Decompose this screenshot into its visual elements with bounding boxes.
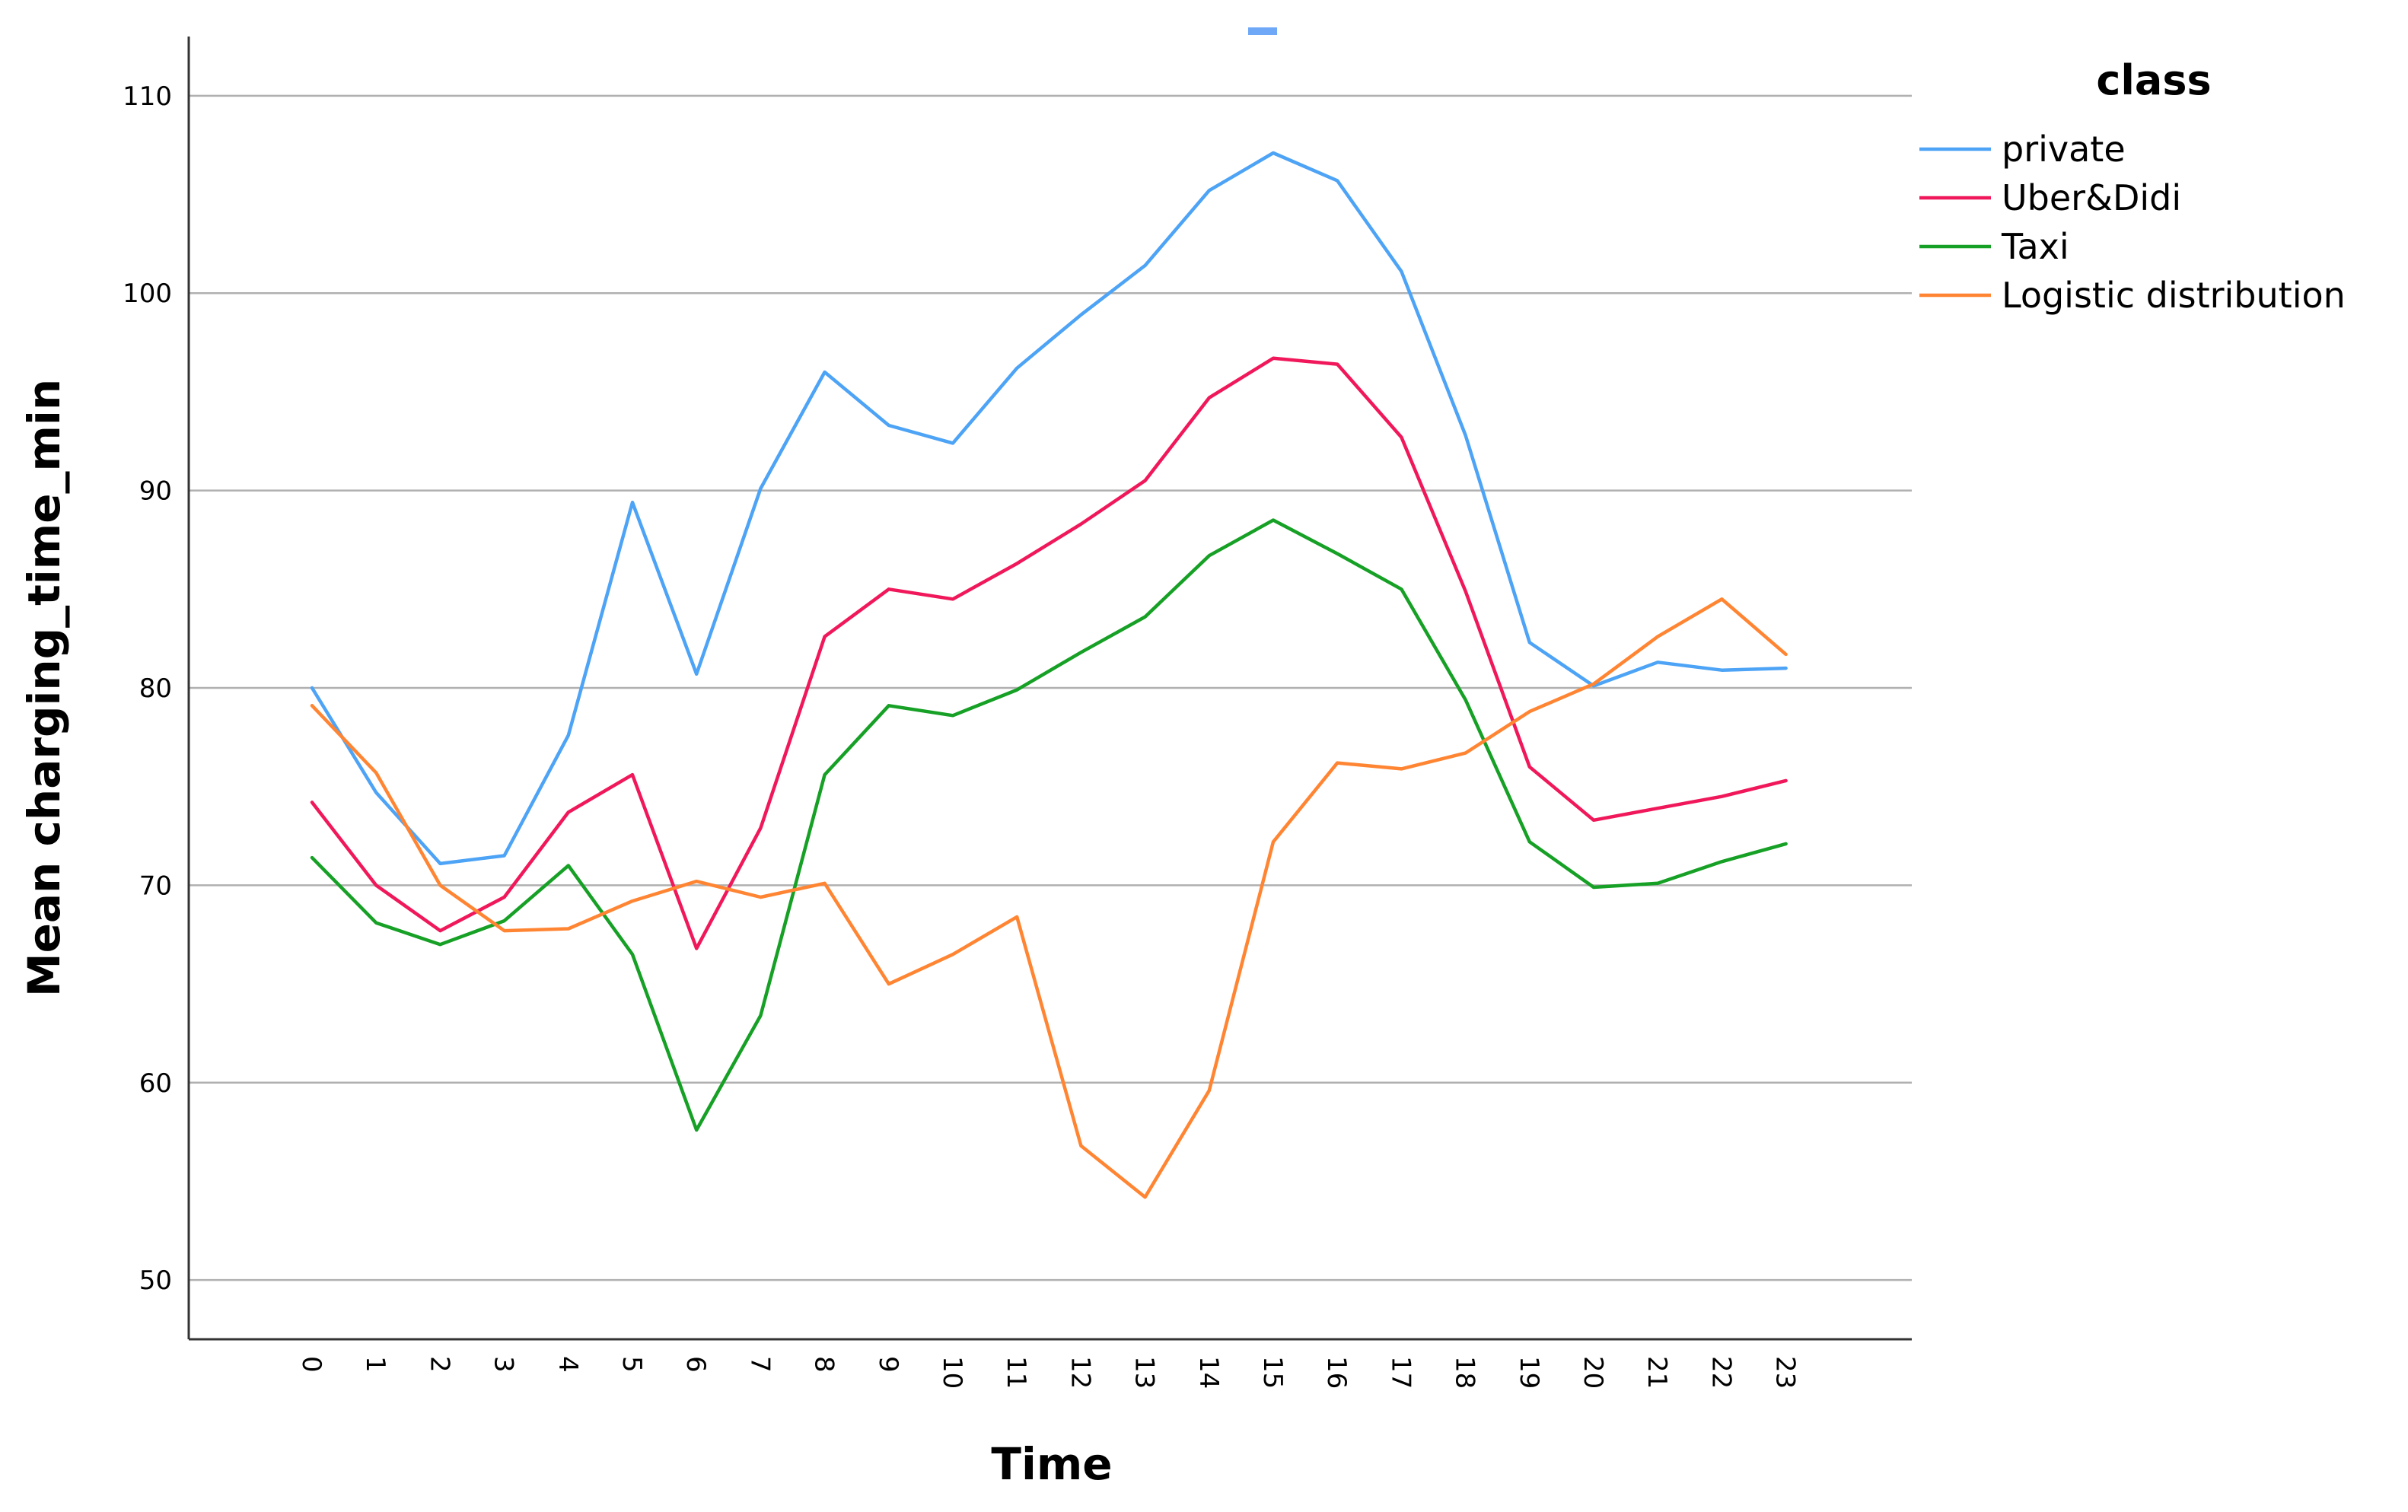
series-line-private [310,151,1788,866]
legend-label-taxi: Taxi [2001,226,2069,267]
x-tick-label-13: 13 [1129,1356,1160,1389]
x-tick-label-1: 1 [360,1356,390,1373]
x-tick-label-5: 5 [616,1356,647,1373]
x-tick-label-2: 2 [424,1356,454,1373]
legend: class private Uber&Didi Taxi Logistic distr… [1919,56,2346,316]
series-line-logistic-distribution [310,597,1788,1199]
y-tick-labels: 50 60 70 80 90 100 110 [123,81,172,1296]
x-tick-labels: 0 1 2 3 4 5 6 7 8 9 10 11 12 13 14 15 16 17 18 19 20 21 22 23 [296,1356,1801,1389]
x-tick-label-21: 21 [1642,1356,1672,1389]
x-tick-label-16: 16 [1321,1356,1352,1389]
x-tick-label-6: 6 [680,1356,711,1373]
x-tick-label-18: 18 [1450,1356,1480,1389]
y-axis-title: Mean charging_time_min [18,379,70,997]
x-tick-label-15: 15 [1257,1356,1288,1389]
x-tick-label-12: 12 [1065,1356,1095,1389]
y-tick-label-70: 70 [139,871,172,901]
y-tick-label-90: 90 [139,476,172,507]
x-tick-label-19: 19 [1514,1356,1544,1389]
x-tick-label-8: 8 [809,1356,839,1373]
x-tick-label-11: 11 [1001,1356,1031,1389]
legend-title: class [2096,56,2211,104]
y-tick-label-60: 60 [139,1068,172,1099]
y-tick-label-50: 50 [139,1265,172,1296]
x-tick-label-14: 14 [1193,1356,1224,1389]
legend-items: private Uber&Didi Taxi Logistic distributio… [1919,129,2346,316]
x-tick-label-0: 0 [296,1356,326,1373]
x-tick-label-3: 3 [489,1356,519,1373]
x-tick-label-4: 4 [553,1356,583,1373]
legend-label-private: private [2002,129,2126,170]
x-tick-label-17: 17 [1385,1356,1416,1389]
x-tick-label-23: 23 [1770,1356,1801,1389]
handle-marker [1248,27,1277,35]
x-tick-label-20: 20 [1578,1356,1608,1389]
legend-label-logistic-distribution: Logistic distribution [2002,275,2346,316]
y-tick-label-80: 80 [139,673,172,704]
x-tick-label-7: 7 [744,1356,775,1373]
x-axis-title: Time [991,1438,1112,1490]
series-line-taxi [310,518,1788,1132]
series-lines [310,151,1788,1199]
legend-label-uber-didi: Uber&Didi [2002,177,2181,218]
x-tick-label-10: 10 [937,1356,967,1389]
axes [187,37,1912,1341]
x-tick-label-22: 22 [1706,1356,1736,1389]
y-tick-label-100: 100 [123,279,172,309]
gridlines [189,94,1912,1281]
x-tick-label-9: 9 [873,1356,903,1373]
series-line-uber-didi [310,356,1788,950]
y-tick-label-110: 110 [123,81,172,112]
